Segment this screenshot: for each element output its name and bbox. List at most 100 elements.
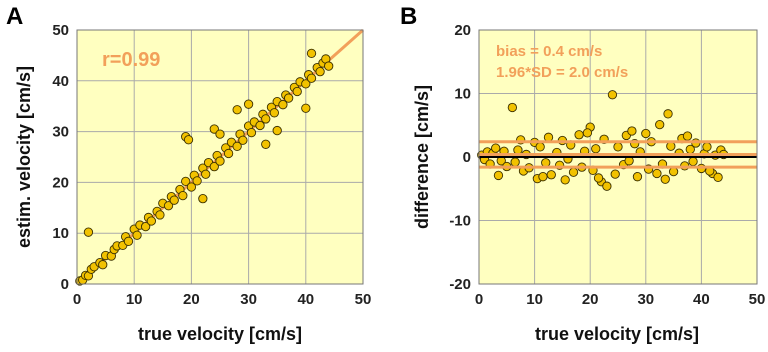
data-point — [246, 127, 257, 138]
y-tick-label: -10 — [449, 213, 471, 230]
y-tick-label: 50 — [52, 22, 69, 39]
panel-a-frame — [76, 29, 364, 285]
data-point — [641, 128, 651, 139]
data-point — [140, 221, 151, 232]
data-point — [543, 132, 554, 142]
data-point — [269, 108, 279, 118]
y-tick-label: 40 — [52, 73, 69, 90]
data-point — [535, 142, 545, 152]
x-tick-label: 30 — [240, 291, 257, 308]
y-tick-label: -20 — [449, 276, 471, 293]
data-point — [255, 120, 265, 131]
data-point — [574, 130, 584, 140]
data-point — [146, 216, 157, 226]
data-point — [201, 169, 211, 179]
data-point — [568, 167, 579, 177]
data-point — [215, 156, 225, 166]
y-tick-label: 0 — [61, 276, 69, 293]
data-point — [198, 194, 208, 204]
data-point — [261, 139, 271, 149]
panel-b: 0 10 20 30 40 50 -20 -10 0 10 20 B true velocity … — [400, 3, 765, 344]
data-point — [169, 195, 179, 205]
data-point — [668, 166, 679, 177]
data-point — [510, 157, 520, 167]
panel-a-y-axis-label: estim. velocity [cm/s] — [14, 66, 34, 248]
data-point — [493, 170, 504, 181]
panel-b-y-axis-label: difference [cm/s] — [412, 85, 432, 229]
x-tick-label: 40 — [693, 291, 710, 308]
data-point — [272, 125, 282, 136]
y-tick-label: 10 — [454, 86, 471, 103]
panel-a-correlation-annotation: r=0.99 — [102, 49, 160, 71]
data-point — [306, 48, 317, 59]
x-tick-label: 30 — [637, 291, 654, 308]
panel-a-x-ticks: 0 10 20 30 40 50 — [73, 291, 372, 308]
data-point — [660, 174, 670, 184]
panel-a: 0 10 20 30 40 50 0 10 20 30 40 50 A true velocity … — [6, 3, 371, 344]
data-point — [491, 143, 501, 153]
x-tick-label: 20 — [183, 291, 200, 308]
data-point — [324, 61, 334, 71]
panel-b-bias-lines — [479, 140, 757, 169]
data-point — [713, 172, 723, 182]
data-point — [610, 169, 620, 179]
panel-b-sd-annotation: 1.96*SD = 2.0 cm/s — [496, 64, 628, 81]
y-tick-label: 30 — [52, 124, 69, 141]
data-point — [702, 142, 712, 152]
data-point — [607, 90, 618, 100]
panel-b-x-ticks: 0 10 20 30 40 50 — [475, 291, 766, 308]
data-point — [243, 99, 254, 109]
data-point — [261, 114, 271, 124]
data-point — [283, 93, 294, 103]
x-tick-label: 10 — [126, 291, 143, 308]
data-point — [632, 172, 643, 182]
data-point — [688, 156, 698, 167]
data-point — [663, 109, 673, 119]
data-point — [232, 105, 242, 115]
y-tick-label: 0 — [463, 149, 471, 166]
data-point — [563, 154, 573, 164]
data-point — [538, 172, 548, 182]
data-point — [186, 182, 197, 192]
data-point — [192, 176, 202, 186]
x-tick-label: 0 — [73, 291, 81, 308]
data-point — [278, 100, 288, 110]
x-tick-label: 10 — [526, 291, 543, 308]
panel-a-x-axis-label: true velocity [cm/s] — [138, 324, 302, 344]
data-point — [682, 131, 693, 141]
data-point — [627, 126, 637, 136]
data-point — [163, 201, 174, 211]
data-point — [215, 129, 225, 139]
data-point — [513, 145, 523, 155]
data-point — [541, 158, 551, 168]
panel-a-y-ticks: 0 10 20 30 40 50 — [52, 22, 69, 293]
data-point — [83, 227, 94, 237]
panel-b-x-axis-label: true velocity [cm/s] — [535, 324, 699, 344]
data-point — [613, 142, 623, 152]
panel-b-label: B — [400, 3, 417, 30]
data-point — [292, 86, 302, 97]
data-point — [301, 103, 311, 113]
data-point — [593, 173, 604, 183]
data-point — [209, 162, 219, 172]
y-tick-label: 20 — [52, 174, 69, 191]
y-tick-label: 10 — [52, 225, 69, 242]
panel-a-points — [75, 48, 334, 286]
data-point — [666, 141, 676, 151]
data-point — [315, 67, 325, 77]
x-tick-label: 0 — [475, 291, 483, 308]
x-tick-label: 50 — [355, 291, 372, 308]
x-tick-label: 50 — [749, 291, 766, 308]
data-point — [582, 128, 593, 138]
data-point — [223, 148, 234, 159]
data-point — [209, 124, 219, 134]
data-point — [507, 102, 518, 113]
panel-b-y-ticks: -20 -10 0 10 20 — [449, 22, 471, 293]
panel-b-frame — [478, 29, 758, 285]
data-point — [652, 168, 662, 179]
data-point — [655, 119, 665, 130]
data-point — [301, 79, 311, 89]
data-point — [181, 176, 191, 187]
data-point — [238, 135, 248, 145]
